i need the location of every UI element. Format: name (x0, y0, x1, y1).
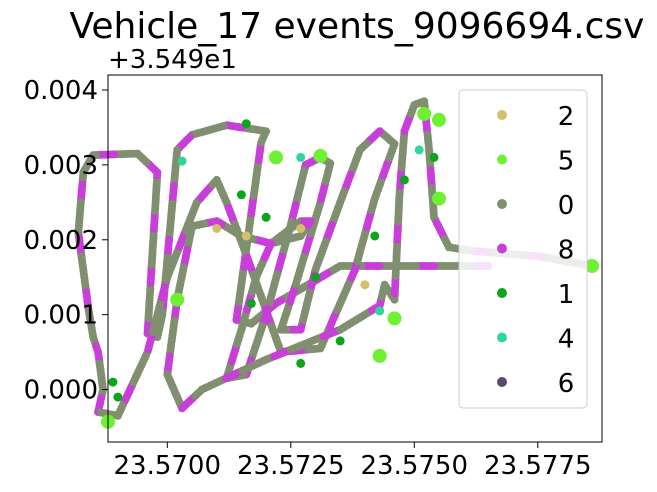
legend-marker-0 (497, 199, 507, 209)
y-tick-label: 0.004 (24, 76, 98, 106)
series-1-point (241, 119, 251, 129)
series-1-point (261, 212, 271, 222)
series-5-point (432, 112, 446, 127)
series-5-point (432, 191, 446, 206)
y-tick-label: 0.002 (24, 226, 98, 256)
legend-marker-2 (497, 110, 507, 120)
series-1-point (246, 298, 256, 308)
series-5-point (313, 148, 328, 163)
chart-title: Vehicle_17 events_9096694.csv (70, 6, 645, 47)
y-tick-label: 0.001 (24, 301, 98, 331)
series-1-point (429, 152, 439, 162)
series-2-point (212, 224, 222, 233)
series-2-point (241, 231, 251, 241)
series-4-point (414, 145, 424, 155)
legend-marker-4 (497, 332, 507, 343)
x-tick-label: 23.5725 (237, 451, 345, 481)
y-tick-label: 0.003 (24, 151, 98, 181)
legend-marker-1 (497, 288, 507, 298)
series-5-point (585, 259, 600, 273)
plot-frame (107, 74, 603, 443)
legend-marker-6 (497, 377, 507, 387)
points-layer (101, 106, 600, 429)
series-1-point (311, 272, 320, 282)
series-1-point (108, 377, 118, 387)
series-5-point (372, 348, 387, 363)
y-tick-label: 0.000 (24, 376, 98, 406)
series-2-point (296, 224, 306, 233)
series-1-point (399, 175, 409, 185)
series-5-point (269, 150, 283, 165)
y-offset-label: +3.549e1 (108, 45, 237, 75)
legend-label-4: 4 (558, 325, 575, 355)
legend-label-8: 8 (558, 236, 575, 266)
series-4-point (375, 306, 385, 316)
x-tick-label: 23.5700 (114, 451, 222, 481)
legend-marker-8 (497, 243, 507, 254)
legend-label-1: 1 (558, 280, 575, 310)
series-1-point (335, 336, 345, 346)
series-4-point (296, 152, 306, 162)
y-axis: 0.000 0.001 0.002 0.003 0.004 (24, 76, 108, 406)
legend-label-6: 6 (558, 369, 575, 399)
legend-marker-5 (497, 154, 507, 165)
series-5-point (387, 311, 402, 326)
legend-label-2: 2 (558, 102, 575, 132)
legend-label-0: 0 (558, 191, 575, 221)
legend-frame (458, 89, 588, 409)
legend-label-5: 5 (558, 147, 575, 177)
series-1-point (370, 231, 380, 241)
series-1-point (113, 392, 123, 402)
series-5-point (417, 106, 432, 121)
series-5-point (170, 292, 185, 307)
series-1-point (236, 190, 246, 200)
x-axis: 23.5700 23.5725 23.5750 23.5775 (114, 442, 592, 481)
series-2-point (360, 280, 370, 290)
x-tick-label: 23.5775 (484, 451, 592, 481)
series-1-point (296, 358, 306, 368)
series-4-point (177, 156, 187, 166)
x-tick-label: 23.5750 (361, 451, 469, 481)
legend: 2 5 0 8 1 4 6 (458, 89, 588, 409)
